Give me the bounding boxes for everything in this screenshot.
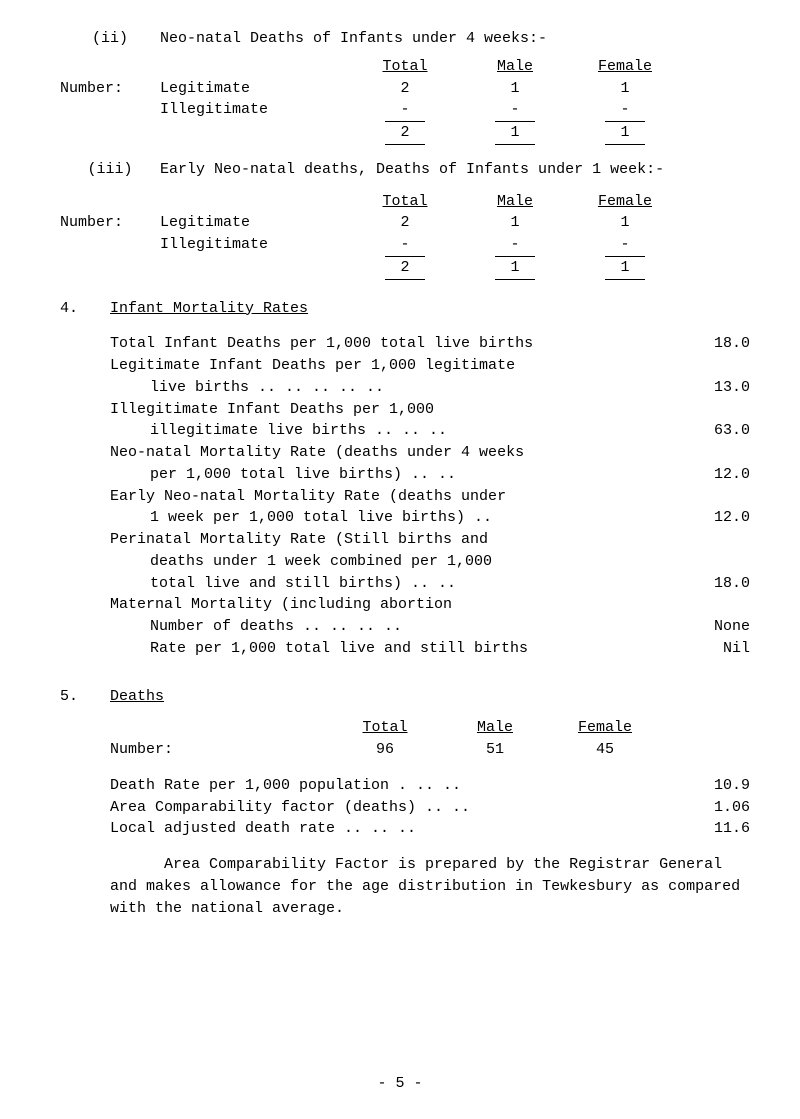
section-ii-roman: (ii): [60, 28, 160, 50]
rate-text: 1 week per 1,000 total live births) ..: [110, 507, 680, 529]
rate-text: total live and still births) .. ..: [110, 573, 680, 595]
rate-text: Maternal Mortality (including abortion: [110, 594, 680, 616]
table-row: 2 1 1: [60, 122, 750, 144]
cell: -: [350, 234, 460, 256]
number-label: Number:: [110, 739, 330, 761]
cell: 2: [350, 78, 460, 100]
cell: 1: [460, 212, 570, 234]
rate-value: 18.0: [680, 333, 750, 355]
page: (ii) Neo-natal Deaths of Infants under 4…: [0, 0, 800, 1119]
rate-text: per 1,000 total live births) .. ..: [110, 464, 680, 486]
rate-text: Number of deaths .. .. .. ..: [110, 616, 680, 638]
page-number: - 5 -: [0, 1073, 800, 1095]
cell: -: [350, 99, 460, 121]
cell: 1: [460, 122, 570, 144]
rate-text: Perinatal Mortality Rate (Still births a…: [110, 529, 680, 551]
rule-icon: [385, 279, 425, 280]
section-ii-title: Neo-natal Deaths of Infants under 4 week…: [160, 28, 547, 50]
row-label: Illegitimate: [160, 99, 350, 121]
rate-value: 10.9: [680, 775, 750, 797]
rate-value: 11.6: [680, 818, 750, 840]
row-label: Legitimate: [160, 212, 350, 234]
rate-value: 12.0: [680, 507, 750, 529]
cell: 1: [460, 257, 570, 279]
col-total: Total: [350, 56, 460, 78]
rate-text: Death Rate per 1,000 population . .. ..: [110, 775, 680, 797]
cell: -: [570, 234, 680, 256]
rule-icon: [605, 279, 645, 280]
rate-text: Neo-natal Mortality Rate (deaths under 4…: [110, 442, 680, 464]
cell: -: [570, 99, 680, 121]
col-male: Male: [440, 717, 550, 739]
section-ii-header: (ii) Neo-natal Deaths of Infants under 4…: [60, 28, 750, 50]
rate-text: Total Infant Deaths per 1,000 total live…: [110, 333, 680, 355]
col-male: Male: [460, 191, 570, 213]
rate-text: Illegitimate Infant Deaths per 1,000: [110, 399, 680, 421]
col-female: Female: [550, 717, 660, 739]
comparability-paragraph: Area Comparability Factor is prepared by…: [110, 854, 750, 919]
col-total: Total: [330, 717, 440, 739]
table-row: Number: 96 51 45: [110, 739, 750, 761]
paragraph-text: Area Comparability Factor is prepared by…: [110, 856, 740, 917]
rates-block: Total Infant Deaths per 1,000 total live…: [110, 333, 750, 659]
row-label: Legitimate: [160, 78, 350, 100]
col-male: Male: [460, 56, 570, 78]
rate-value: 1.06: [680, 797, 750, 819]
section-4-num: 4.: [60, 298, 110, 320]
rate-value: Nil: [680, 638, 750, 660]
cell: 1: [570, 78, 680, 100]
rate-text: live births .. .. .. .. ..: [110, 377, 680, 399]
section-5-num: 5.: [60, 686, 110, 708]
rule-icon: [385, 144, 425, 145]
cell: 1: [570, 212, 680, 234]
rate-text: Area Comparability factor (deaths) .. ..: [110, 797, 680, 819]
row-label: Illegitimate: [160, 234, 350, 256]
rate-value: None: [680, 616, 750, 638]
cell: 1: [570, 257, 680, 279]
table-ii: Total Male Female Number: Legitimate 2 1…: [60, 56, 750, 145]
cell: 2: [350, 122, 460, 144]
table-row: Number: Legitimate 2 1 1: [60, 212, 750, 234]
table-row: Illegitimate - - -: [60, 99, 750, 121]
col-female: Female: [570, 56, 680, 78]
cell: -: [460, 234, 570, 256]
rate-text: Local adjusted death rate .. .. ..: [110, 818, 680, 840]
section-4-title: Infant Mortality Rates: [110, 300, 308, 317]
table-row: Illegitimate - - -: [60, 234, 750, 256]
rule-icon: [495, 279, 535, 280]
section-iii-roman: (iii): [60, 159, 160, 181]
rate-value: 12.0: [680, 464, 750, 486]
rate-text: Legitimate Infant Deaths per 1,000 legit…: [110, 355, 680, 377]
cell: 2: [350, 212, 460, 234]
rule-icon: [605, 144, 645, 145]
table-row: 2 1 1: [60, 257, 750, 279]
cell: 1: [570, 122, 680, 144]
col-female: Female: [570, 191, 680, 213]
rule-icon: [495, 144, 535, 145]
section-5-heading: 5.Deaths: [60, 686, 750, 708]
rate-text: Early Neo-natal Mortality Rate (deaths u…: [110, 486, 680, 508]
rate-value: 63.0: [680, 420, 750, 442]
col-total: Total: [350, 191, 460, 213]
number-label: Number:: [60, 212, 160, 234]
rate-value: 13.0: [680, 377, 750, 399]
section-iii: (iii) Early Neo-natal deaths, Deaths of …: [60, 159, 750, 280]
rate-text: Rate per 1,000 total live and still birt…: [110, 638, 680, 660]
rate-text: deaths under 1 week combined per 1,000: [110, 551, 680, 573]
cell: 2: [350, 257, 460, 279]
rate-text: illegitimate live births .. .. ..: [110, 420, 680, 442]
cell: 1: [460, 78, 570, 100]
cell: 96: [330, 739, 440, 761]
deaths-table: Total Male Female Number: 96 51 45: [110, 717, 750, 761]
cell: 51: [440, 739, 550, 761]
section-iii-title: Early Neo-natal deaths, Deaths of Infant…: [160, 159, 750, 181]
cell: 45: [550, 739, 660, 761]
number-label: Number:: [60, 78, 160, 100]
rate-value: 18.0: [680, 573, 750, 595]
section-4-heading: 4.Infant Mortality Rates: [60, 298, 750, 320]
section-5-title: Deaths: [110, 688, 164, 705]
table-row: Number: Legitimate 2 1 1: [60, 78, 750, 100]
cell: -: [460, 99, 570, 121]
death-rates-block: Death Rate per 1,000 population . .. ..1…: [110, 775, 750, 840]
